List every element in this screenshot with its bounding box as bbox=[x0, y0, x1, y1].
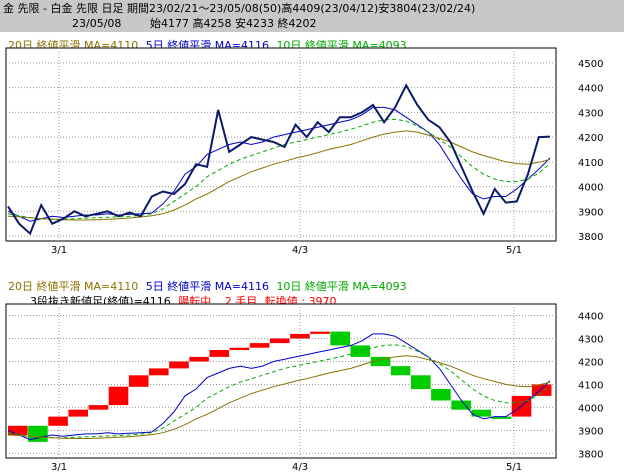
y-tick-label: 4100 bbox=[578, 158, 603, 169]
y-tick-label: 3800 bbox=[578, 232, 603, 243]
y-tick-label: 4500 bbox=[578, 59, 603, 70]
y-tick-label: 4100 bbox=[578, 380, 603, 391]
brick bbox=[8, 425, 28, 435]
brick bbox=[48, 416, 68, 426]
brick bbox=[169, 361, 189, 369]
chart-header: 金 先限 - 白金 先限 日足 期間23/02/21～23/05/08(50)高… bbox=[0, 0, 624, 32]
plot-frame bbox=[5, 303, 557, 459]
series-line bbox=[7, 83, 551, 236]
brick bbox=[330, 331, 350, 346]
y-tick-label: 3900 bbox=[578, 426, 603, 437]
y-tick-label: 4000 bbox=[578, 403, 603, 414]
brick bbox=[350, 345, 371, 357]
brick bbox=[390, 366, 411, 376]
brick bbox=[310, 331, 330, 334]
brick bbox=[290, 333, 310, 339]
series-line bbox=[7, 106, 551, 222]
y-tick-label: 4300 bbox=[578, 108, 603, 119]
y-tick-label: 4400 bbox=[578, 311, 603, 322]
y-tick-label: 3800 bbox=[578, 449, 603, 460]
brick bbox=[28, 425, 48, 442]
brick bbox=[370, 356, 391, 367]
x-tick-label: 5/1 bbox=[506, 245, 522, 256]
brick bbox=[491, 416, 512, 419]
x-tick-label: 3/1 bbox=[51, 462, 67, 473]
lower-legend: 20日 終値平滑 MA=4110 5日 終値平滑 MA=4116 10日 終値平… bbox=[8, 278, 407, 294]
series-line bbox=[7, 333, 551, 441]
x-tick-label: 3/1 bbox=[51, 245, 67, 256]
brick bbox=[471, 409, 491, 417]
brick bbox=[411, 375, 431, 390]
brick bbox=[88, 405, 109, 410]
series-line bbox=[7, 355, 551, 439]
header-ohlc: 始4177 高4258 安4233 終4202 bbox=[150, 17, 317, 30]
brick bbox=[68, 409, 88, 417]
y-tick-label: 3900 bbox=[578, 207, 603, 218]
x-tick-label: 5/1 bbox=[506, 462, 522, 473]
series-line bbox=[7, 118, 551, 220]
upper-panel: 3800 3900 4000 4100 4200 4300 4400 4500 3/1 4/3 5/… bbox=[5, 47, 603, 256]
header-date: 23/05/08 bbox=[72, 17, 122, 30]
brick bbox=[431, 389, 451, 401]
y-tick-label: 4200 bbox=[578, 357, 603, 368]
brick bbox=[108, 386, 129, 406]
y-tick-label: 4400 bbox=[578, 84, 603, 95]
header-title: 金 先限 - 白金 先限 日足 期間23/02/21～23/05/08(50)高… bbox=[3, 2, 476, 15]
y-tick-label: 4200 bbox=[578, 133, 603, 144]
y-tick-label: 4300 bbox=[578, 334, 603, 345]
series-line bbox=[7, 130, 551, 221]
brick bbox=[149, 368, 169, 376]
legend-ma5-lower: 5日 終値平滑 MA=4116 bbox=[145, 280, 269, 293]
lower-panel: 3800 3900 4000 4100 4200 4300 4400 3/1 4/3 5/1 bbox=[5, 303, 603, 473]
y-tick-label: 4000 bbox=[578, 183, 603, 194]
brick bbox=[249, 343, 270, 348]
brick bbox=[269, 338, 290, 344]
x-tick-label: 4/3 bbox=[292, 245, 308, 256]
legend-ma20-lower: 20日 終値平滑 MA=4110 bbox=[8, 280, 139, 293]
brick bbox=[531, 384, 552, 396]
legend-ma10-lower: 10日 終値平滑 MA=4093 bbox=[276, 280, 407, 293]
brick bbox=[189, 356, 209, 362]
series-line bbox=[7, 344, 551, 439]
brick bbox=[451, 400, 471, 410]
brick bbox=[229, 347, 250, 350]
brick bbox=[128, 375, 149, 387]
x-tick-label: 4/3 bbox=[292, 462, 308, 473]
brick bbox=[209, 350, 230, 357]
